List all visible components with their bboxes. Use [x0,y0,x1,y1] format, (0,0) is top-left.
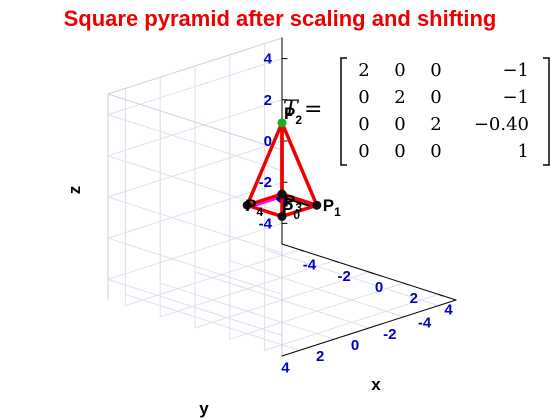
matrix-cell: 0 [394,114,405,135]
vertex-point [277,118,287,128]
pyramid-edge [245,203,284,219]
matrix-cell: 0 [358,114,369,135]
matrix-cell: 1 [518,141,529,162]
matrix-equals: = [304,97,322,122]
y-tick-label: -2 [383,326,396,343]
matrix-cell: 0 [358,141,369,162]
top-edge [107,93,283,151]
pyramid-edge [245,121,284,207]
y-tick-label: -4 [418,315,432,332]
z-tick-label: -4 [259,215,273,232]
x-axis-label: x [371,375,381,394]
grid [107,43,440,351]
x-tick-label: 4 [444,301,453,318]
z-tick-label: 0 [264,133,272,150]
matrix-cell: 2 [358,60,369,81]
matrix-cell: 0 [394,141,405,162]
y-tick-label: 2 [316,348,324,365]
z-tick-label: 4 [264,51,273,68]
matrix-cell: 2 [394,87,405,108]
grid-line-wall-z [107,278,283,336]
chart-title: Square pyramid after scaling and shiftin… [64,6,497,31]
x-tick-mark [333,260,339,263]
x-tick-mark [368,271,374,274]
grid-line-wall-z [107,196,283,254]
pyramid-edge [280,121,319,207]
top-edge [107,37,283,95]
vertex-label: P1 [323,196,341,219]
matrix-cell: 2 [430,114,441,135]
x-tick-mark [438,293,444,297]
matrix-cell: −1 [502,87,529,108]
matrix-symbol: T [283,97,300,122]
x-tick-label: 2 [410,290,418,307]
grid-line-floor-y [124,293,300,351]
x-tick-label: -2 [338,268,351,285]
pyramid-edge [245,192,284,207]
matrix-cell: 0 [358,87,369,108]
grid-line-wall-z [107,58,283,116]
matrix-right-bracket [543,57,550,166]
x-tick-mark [298,249,304,252]
grid-line-wall-z [107,237,283,295]
matrix-cell: −0.40 [474,114,529,135]
vertex-point [242,200,252,210]
pyramid-edges [245,121,319,219]
matrix-cell: −1 [502,60,529,81]
grid-line-floor-y [159,282,335,340]
pyramid-edge [280,203,319,219]
y-tick-label: 4 [281,359,290,376]
matrix-cell: 0 [430,60,441,81]
grid-line-wall-z [107,114,283,172]
y-axis-label: y [199,399,209,418]
y-axis-line [281,299,457,357]
x-tick-mark [403,282,409,286]
z-tick-label: -2 [259,174,272,191]
y-tick-label: 0 [351,337,359,354]
grid-line-floor-y [264,249,440,307]
grid-line-floor-y [229,260,405,318]
tick-labels: -4 -2 0 2 4 -4 -2 0 2 4 -4 -2 0 2 4 [259,51,454,377]
grid-line-wall-z [107,140,283,198]
grid-line-wall-z [107,222,283,280]
z-tick-label: 2 [264,92,272,109]
x-tick-label: 0 [375,279,383,296]
matrix-left-bracket [340,57,347,166]
grid-line-wall-z [107,99,283,157]
transform-matrix: T = 2 0 0 −1 0 2 0 −1 0 0 2 −0.40 0 0 0 1 [283,57,550,166]
pyramid-edge [280,192,319,207]
vertex-point [277,211,287,221]
z-axis-label: z [65,186,84,195]
axes-frame [107,37,457,357]
vertex-point [312,200,322,210]
matrix-cell: 0 [394,60,405,81]
vertex-point [277,189,287,199]
matrix-cell: 0 [430,141,441,162]
matrix-cell: 0 [430,87,441,108]
x-tick-label: -4 [303,257,317,274]
